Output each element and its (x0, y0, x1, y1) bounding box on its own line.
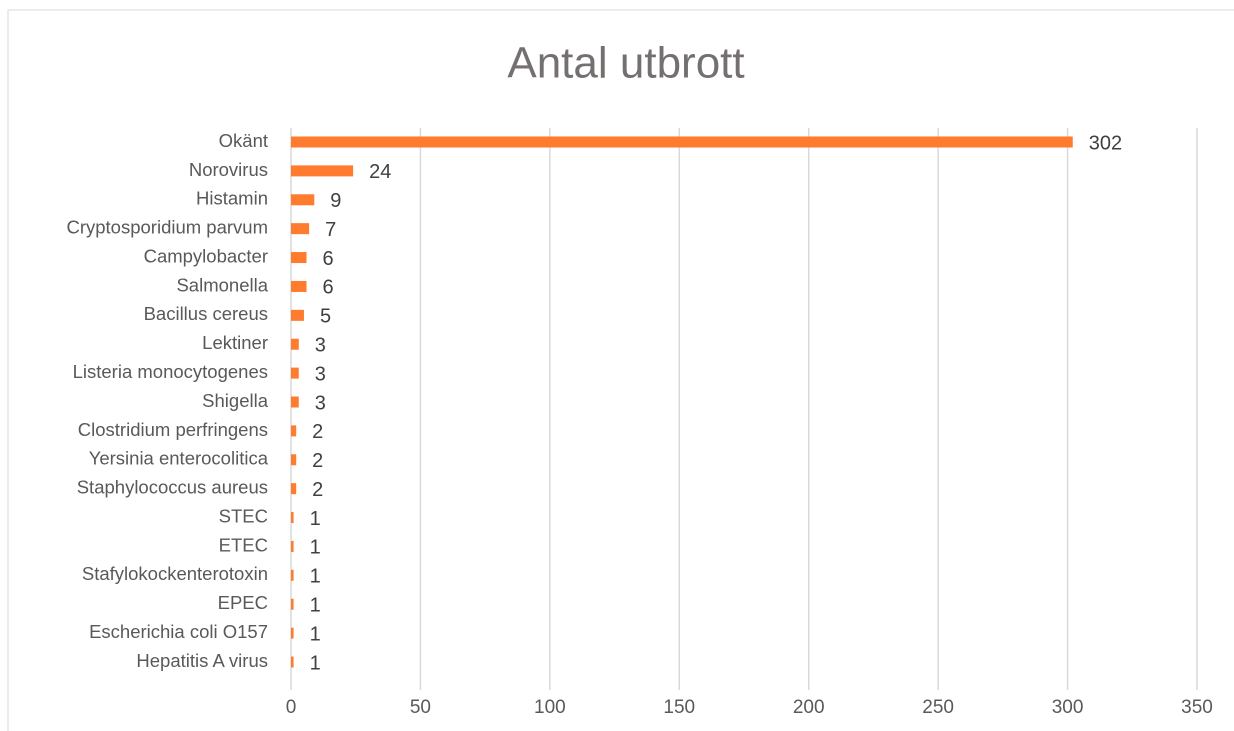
bar (291, 454, 297, 466)
data-label: 3 (315, 392, 326, 414)
y-tick-label: Lektiner (202, 332, 268, 353)
data-label: 1 (310, 652, 321, 674)
x-tick-label: 250 (922, 697, 954, 718)
bar (291, 512, 294, 524)
x-tick-label: 150 (663, 697, 695, 718)
bar (291, 165, 354, 177)
bar (291, 425, 297, 437)
data-label: 9 (330, 190, 341, 212)
y-tick-label: Okänt (219, 130, 268, 151)
bar (291, 540, 294, 552)
chart-title: Antal utbrott (507, 39, 744, 88)
data-label: 2 (312, 450, 323, 472)
bar (291, 569, 294, 581)
data-label: 2 (312, 479, 323, 501)
y-tick-label: Escherichia coli O157 (89, 621, 268, 642)
y-tick-label: Stafylokockenterotoxin (82, 563, 268, 584)
x-tick-label: 50 (410, 697, 431, 718)
y-tick-label: ETEC (219, 534, 268, 555)
data-label: 302 (1089, 132, 1122, 154)
bar (291, 396, 299, 408)
bar (291, 309, 304, 321)
y-tick-label: Shigella (202, 390, 269, 411)
x-tick-label: 300 (1052, 697, 1084, 718)
data-label: 2 (312, 421, 323, 443)
x-tick-label: 0 (286, 697, 297, 718)
data-label: 6 (323, 248, 334, 270)
data-label: 1 (310, 537, 321, 559)
y-tick-label: Cryptosporidium parvum (66, 217, 268, 238)
bar (291, 598, 294, 610)
data-label: 1 (310, 623, 321, 645)
x-tick-label: 100 (534, 697, 566, 718)
x-tick-label: 350 (1181, 697, 1213, 718)
bar (291, 136, 1073, 148)
bar (291, 280, 307, 292)
data-label: 1 (310, 566, 321, 588)
y-tick-label: Hepatitis A virus (136, 650, 268, 671)
y-tick-label: EPEC (218, 592, 268, 613)
bar (291, 367, 299, 379)
y-tick-label: Clostridium perfringens (78, 419, 268, 440)
data-label: 3 (315, 363, 326, 385)
y-tick-label: Yersinia enterocolitica (89, 448, 269, 469)
y-tick-label: Bacillus cereus (144, 303, 268, 324)
data-label: 24 (369, 161, 391, 183)
y-tick-label: Campylobacter (144, 245, 268, 266)
bar (291, 338, 299, 350)
y-tick-label: STEC (219, 505, 268, 526)
data-label: 1 (310, 508, 321, 530)
bar (291, 656, 294, 668)
data-label: 5 (320, 306, 331, 328)
data-label: 7 (325, 219, 336, 241)
bar (291, 483, 297, 495)
y-tick-label: Norovirus (189, 159, 268, 180)
data-label: 1 (310, 595, 321, 617)
bar (291, 223, 310, 235)
y-tick-label: Listeria monocytogenes (73, 361, 268, 382)
y-tick-label: Staphylococcus aureus (77, 477, 268, 498)
data-label: 6 (323, 277, 334, 299)
bar (291, 252, 307, 264)
bar (291, 194, 315, 206)
y-tick-label: Salmonella (176, 274, 268, 295)
chart-frame (7, 9, 1234, 731)
x-tick-label: 200 (793, 697, 825, 718)
bar (291, 627, 294, 639)
data-label: 3 (315, 335, 326, 357)
y-tick-label: Histamin (196, 188, 268, 209)
